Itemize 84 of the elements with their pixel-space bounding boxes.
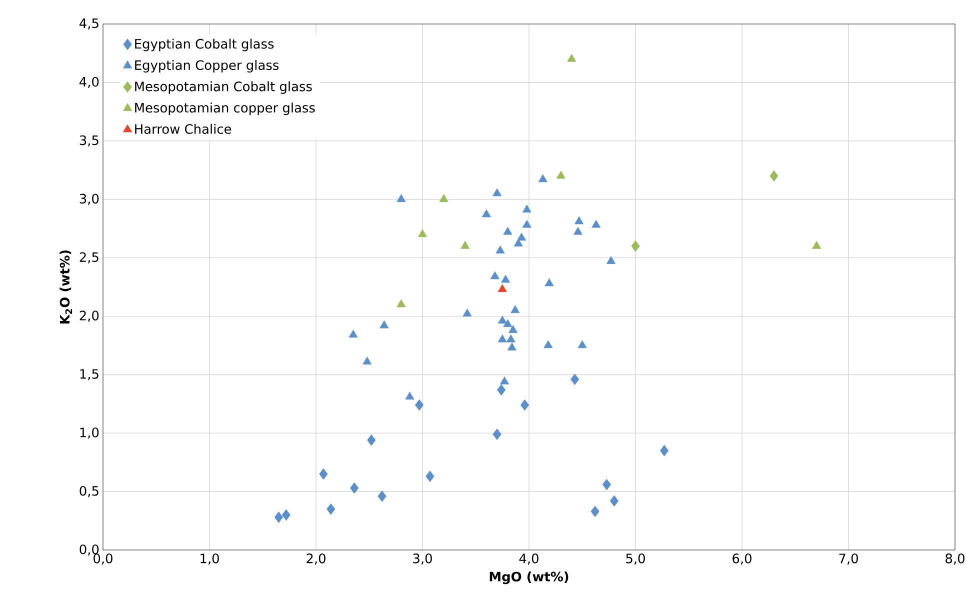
point [544, 340, 553, 348]
x-tick-label: 8,0 [946, 554, 964, 565]
point [497, 384, 506, 396]
legend-label: Mesopotamian Cobalt glass [135, 81, 312, 94]
point [380, 320, 389, 328]
point [490, 271, 500, 280]
x-tick-label: 4,0 [519, 554, 538, 565]
point [606, 256, 616, 264]
x-tick-label: 3,0 [413, 554, 432, 565]
point [500, 376, 510, 384]
legend-label: Egyptian Copper glass [135, 60, 279, 73]
point [556, 170, 566, 179]
point [367, 434, 376, 446]
point [439, 194, 448, 202]
point [570, 374, 580, 386]
point [574, 216, 584, 224]
point [396, 299, 406, 308]
point [492, 428, 502, 440]
point [405, 392, 414, 400]
x-tick-label: 2,0 [306, 554, 326, 565]
point [498, 284, 507, 292]
point [631, 240, 640, 252]
x-tick-label: 1,0 [200, 554, 219, 565]
y-axis-title: K$_{2}$O (wt%) [60, 250, 72, 324]
point [362, 356, 372, 364]
point [426, 470, 434, 482]
x-axis-title: MgO (wt%) [490, 571, 568, 584]
y-tick-label: 2,5 [80, 252, 98, 264]
point [396, 194, 406, 202]
point [510, 305, 520, 314]
point [544, 278, 554, 286]
point [496, 246, 505, 254]
point [592, 220, 601, 228]
point [520, 399, 530, 411]
point [274, 512, 284, 523]
point [602, 478, 612, 490]
x-tick-label: 6,0 [732, 554, 752, 565]
y-tick-label: 0,5 [80, 486, 98, 498]
point [507, 342, 516, 350]
point [660, 444, 669, 456]
legend-label: Egyptian Cobalt glass [135, 38, 274, 52]
point [414, 399, 424, 411]
point [573, 226, 583, 235]
point [590, 506, 600, 518]
point [508, 325, 518, 333]
point [326, 503, 336, 515]
legend-label: Mesopotamian copper glass [135, 102, 315, 116]
y-tick-label: 4,0 [80, 76, 99, 88]
point [503, 319, 512, 328]
point [506, 334, 516, 342]
y-tick-label: 4,5 [80, 18, 98, 30]
x-tick-label: 5,0 [626, 554, 645, 565]
y-tick-label: 3,0 [80, 194, 99, 205]
point [610, 495, 619, 507]
point [482, 209, 491, 218]
point [418, 229, 428, 238]
point [498, 316, 507, 324]
point [517, 232, 526, 241]
point [319, 468, 328, 480]
point [350, 482, 359, 494]
y-tick-label: 0,0 [80, 544, 99, 556]
point [462, 308, 472, 317]
point [522, 204, 532, 213]
x-tick-label: 0,0 [94, 554, 112, 565]
y-tick-label: 2,0 [80, 310, 99, 322]
point [522, 220, 532, 228]
point [567, 54, 576, 62]
x-tick-label: 7,0 [839, 554, 858, 565]
point [514, 238, 523, 246]
point [538, 174, 548, 182]
y-tick-label: 1,5 [80, 369, 98, 380]
point [578, 340, 587, 348]
point [498, 334, 507, 342]
y-tick-label: 3,5 [80, 135, 98, 146]
point [812, 240, 822, 249]
point [503, 226, 512, 235]
point [492, 188, 502, 196]
y-tick-label: 1,0 [80, 428, 99, 439]
point [460, 240, 470, 249]
point [378, 490, 386, 502]
point [348, 330, 358, 338]
legend-label: Harrow Chalice [135, 124, 232, 134]
point [282, 509, 290, 521]
point [501, 274, 510, 283]
